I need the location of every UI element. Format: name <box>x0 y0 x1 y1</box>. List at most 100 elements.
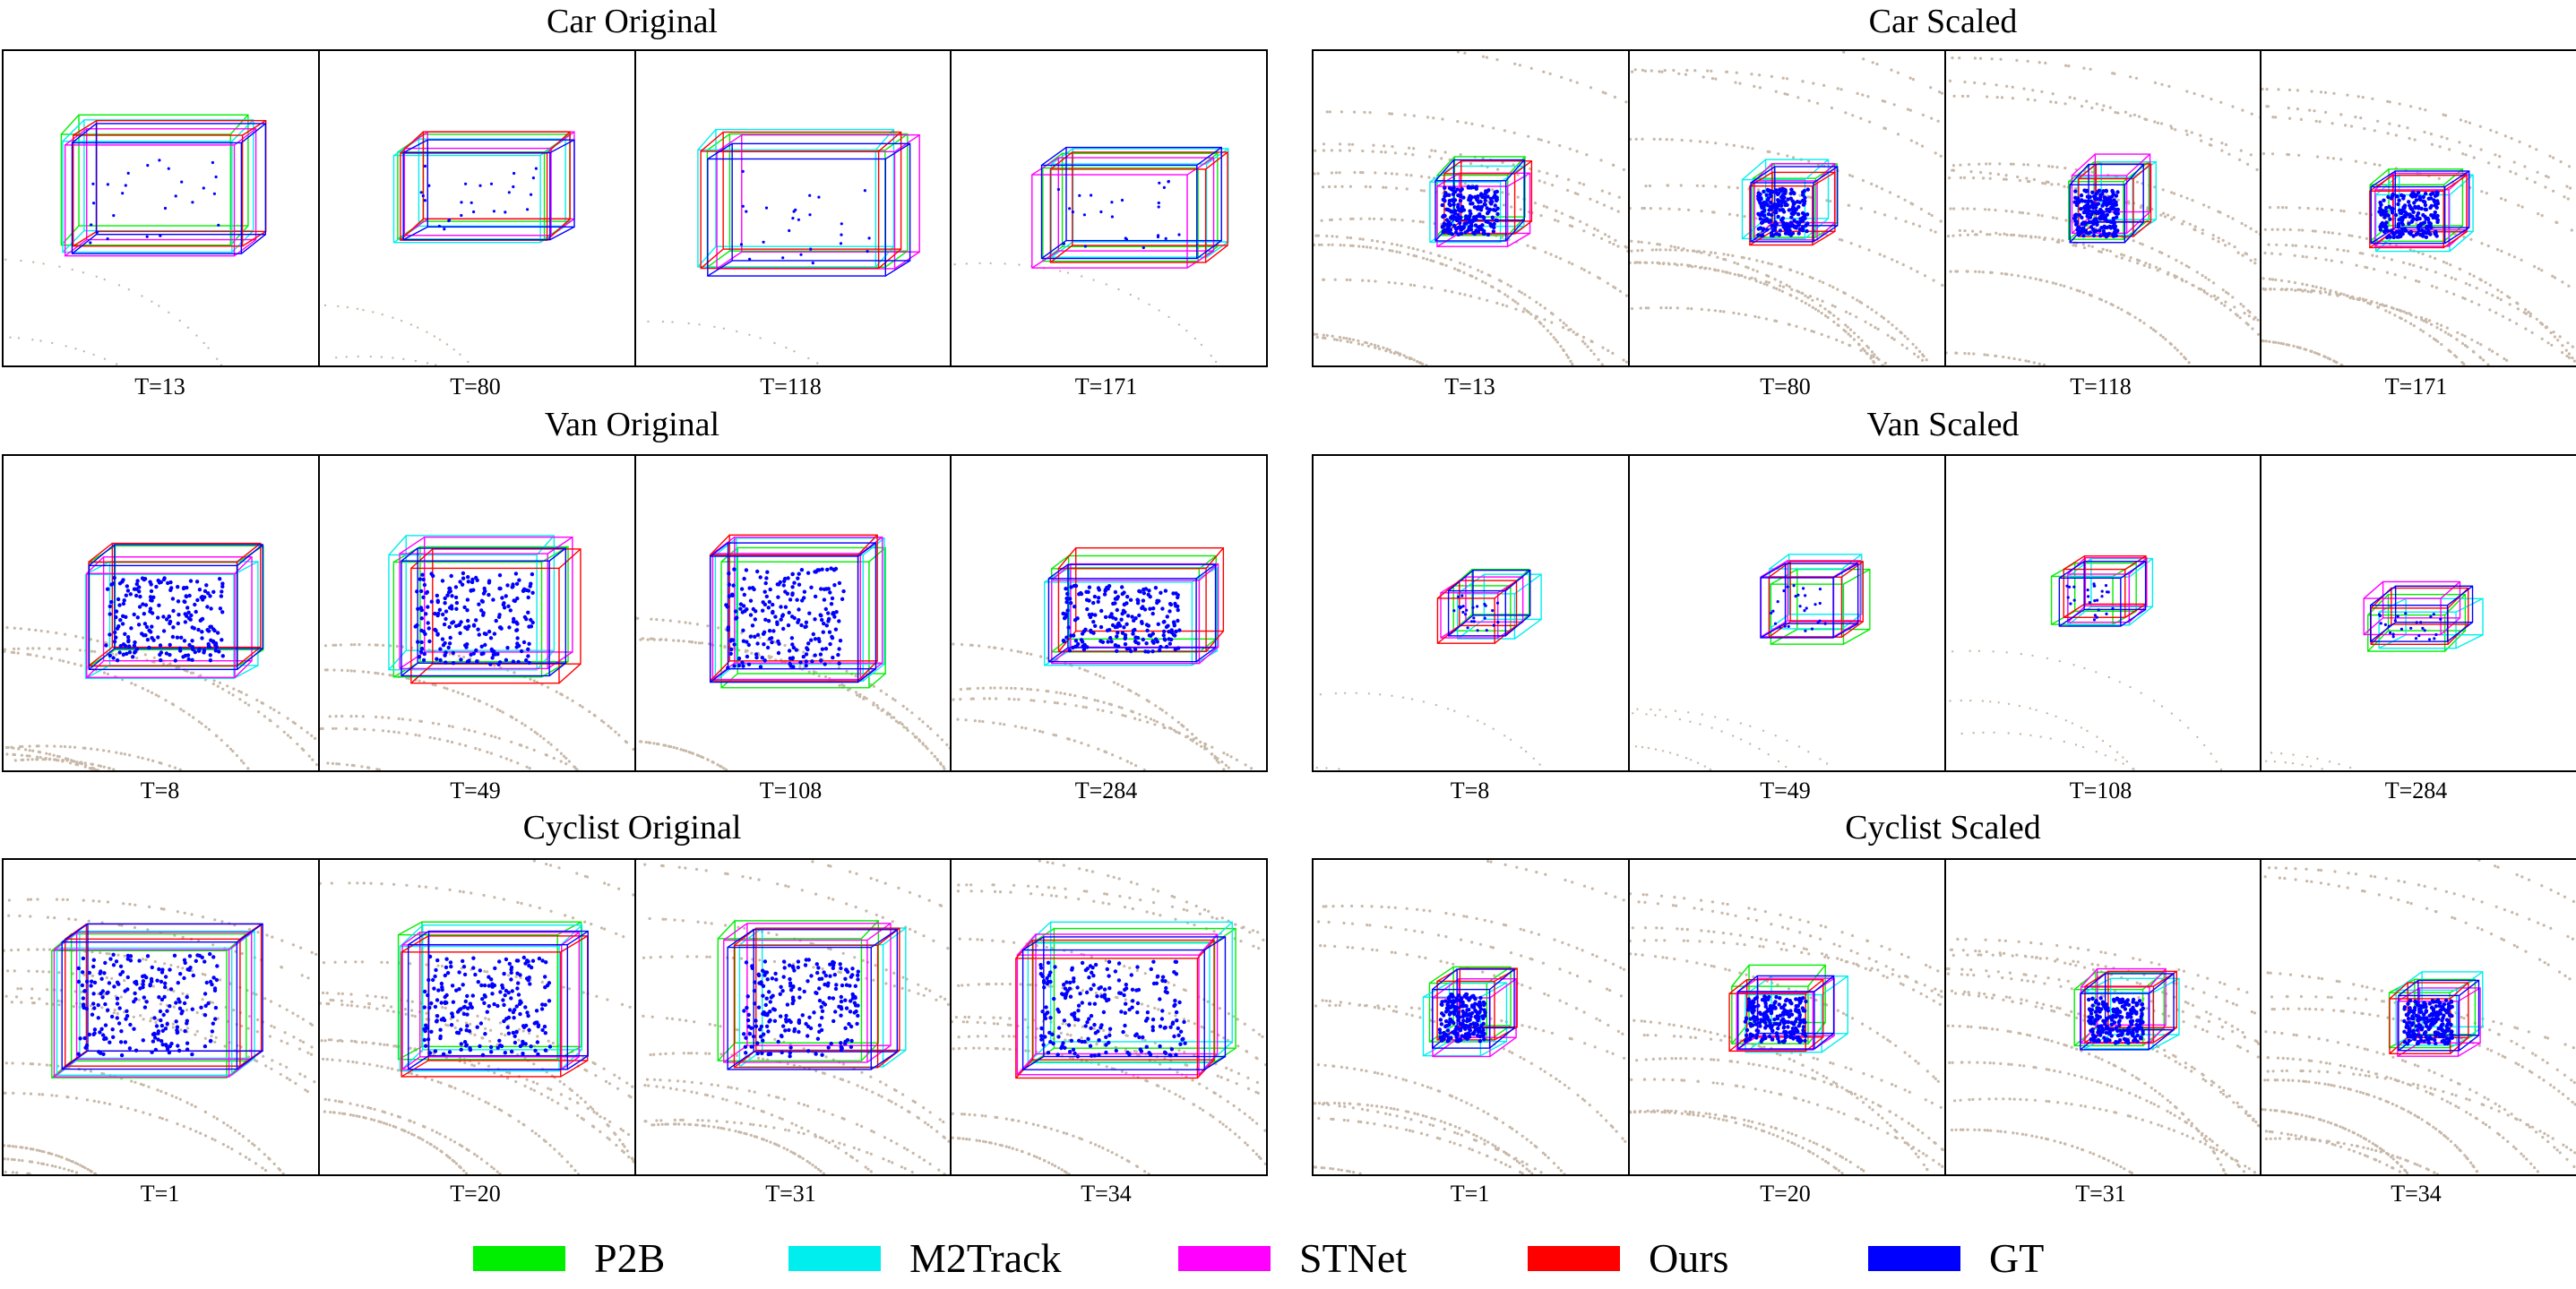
target-point <box>150 598 154 603</box>
lidar-point <box>2182 219 2185 223</box>
target-point <box>1114 616 1118 622</box>
target-point <box>1155 640 1160 644</box>
lidar-point <box>2269 206 2272 210</box>
lidar-point <box>96 769 99 770</box>
lidar-point <box>2129 256 2132 260</box>
lidar-point <box>2172 216 2175 219</box>
target-point <box>1108 636 1113 640</box>
target-point <box>1442 228 1446 234</box>
lidar-point <box>2244 224 2247 228</box>
lidar-point <box>1709 768 1711 770</box>
lidar-point <box>2219 149 2223 152</box>
lidar-point <box>1501 160 1504 164</box>
target-point <box>2399 216 2404 220</box>
target-point <box>764 206 768 210</box>
lidar-point <box>1576 193 1580 196</box>
lidar-point <box>2568 352 2572 356</box>
target-point <box>1478 208 1484 212</box>
target-point <box>140 632 144 636</box>
target-point <box>804 659 808 664</box>
target-point <box>1472 620 1476 623</box>
lidar-point <box>2201 228 2204 232</box>
target-point <box>1447 185 1452 191</box>
lidar-point <box>1860 339 1864 342</box>
lidar-point <box>2573 359 2576 363</box>
target-point <box>792 615 797 621</box>
target-point <box>1761 228 1765 233</box>
lidar-point <box>1839 88 1843 91</box>
target-point <box>1460 204 1465 210</box>
lidar-point <box>92 353 95 357</box>
target-point <box>443 596 447 601</box>
target-point <box>813 653 817 657</box>
lidar-point <box>418 734 421 737</box>
lidar-point <box>2124 110 2127 114</box>
lidar-point <box>1096 699 1100 702</box>
target-point <box>1469 194 1474 200</box>
target-point <box>497 573 502 578</box>
lidar-point <box>1020 650 1023 654</box>
lidar-point <box>1960 732 1963 735</box>
lidar-point <box>2184 196 2189 200</box>
target-point <box>140 576 145 580</box>
lidar-point <box>2323 355 2327 358</box>
lidar-point <box>1869 323 1873 327</box>
target-point <box>1780 216 1785 220</box>
lidar-point <box>2026 163 2029 167</box>
target-point <box>2409 219 2415 224</box>
lidar-point <box>2115 305 2120 310</box>
lidar-point <box>1844 310 1848 314</box>
lidar-point <box>2148 265 2151 270</box>
lidar-point <box>1410 698 1414 700</box>
lidar-point <box>1856 91 1859 95</box>
lidar-point <box>1836 87 1839 90</box>
lidar-point <box>1359 217 1363 220</box>
lidar-point <box>1382 346 1385 349</box>
target-point <box>2435 219 2440 225</box>
target-point <box>220 584 225 589</box>
lidar-point <box>1244 763 1247 767</box>
lidar-point <box>953 263 957 266</box>
point-cloud-view <box>953 146 1229 364</box>
lidar-point <box>1390 218 1393 221</box>
lidar-point <box>1021 687 1024 691</box>
target-point <box>128 592 133 597</box>
lidar-point <box>1571 216 1575 220</box>
lidar-point <box>1696 761 1699 764</box>
lidar-point <box>2115 254 2118 258</box>
target-point <box>1469 211 1473 216</box>
lidar-point <box>1600 236 1604 240</box>
lidar-point <box>1796 290 1800 294</box>
target-point <box>1120 591 1125 597</box>
lidar-point <box>1753 277 1757 280</box>
lidar-point <box>1593 227 1597 230</box>
lidar-point <box>1826 335 1831 339</box>
lidar-point <box>1538 179 1541 183</box>
lidar-point <box>400 319 403 322</box>
lidar-point <box>1169 726 1174 731</box>
lidar-point <box>2408 312 2411 315</box>
lidar-point <box>2227 152 2230 156</box>
lidar-point <box>2567 284 2571 288</box>
target-point <box>1492 623 1495 627</box>
lidar-point <box>1159 707 1162 710</box>
lidar-point <box>2425 317 2428 321</box>
lidar-point <box>1193 337 1197 340</box>
target-point <box>1448 228 1452 233</box>
lidar-point <box>2328 293 2332 296</box>
lidar-point <box>2412 263 2416 267</box>
lidar-point <box>2184 357 2187 361</box>
lidar-point <box>560 693 564 697</box>
target-point <box>2094 202 2098 207</box>
lidar-point <box>1315 332 1319 336</box>
lidar-point <box>2569 186 2572 190</box>
lidar-point <box>1804 301 1807 305</box>
lidar-point <box>1754 279 1758 283</box>
target-point <box>426 184 431 187</box>
target-point <box>1481 231 1486 236</box>
target-point <box>150 611 155 615</box>
target-point <box>2434 229 2438 234</box>
target-point <box>490 597 495 602</box>
target-point <box>430 573 435 579</box>
target-point <box>813 637 817 641</box>
